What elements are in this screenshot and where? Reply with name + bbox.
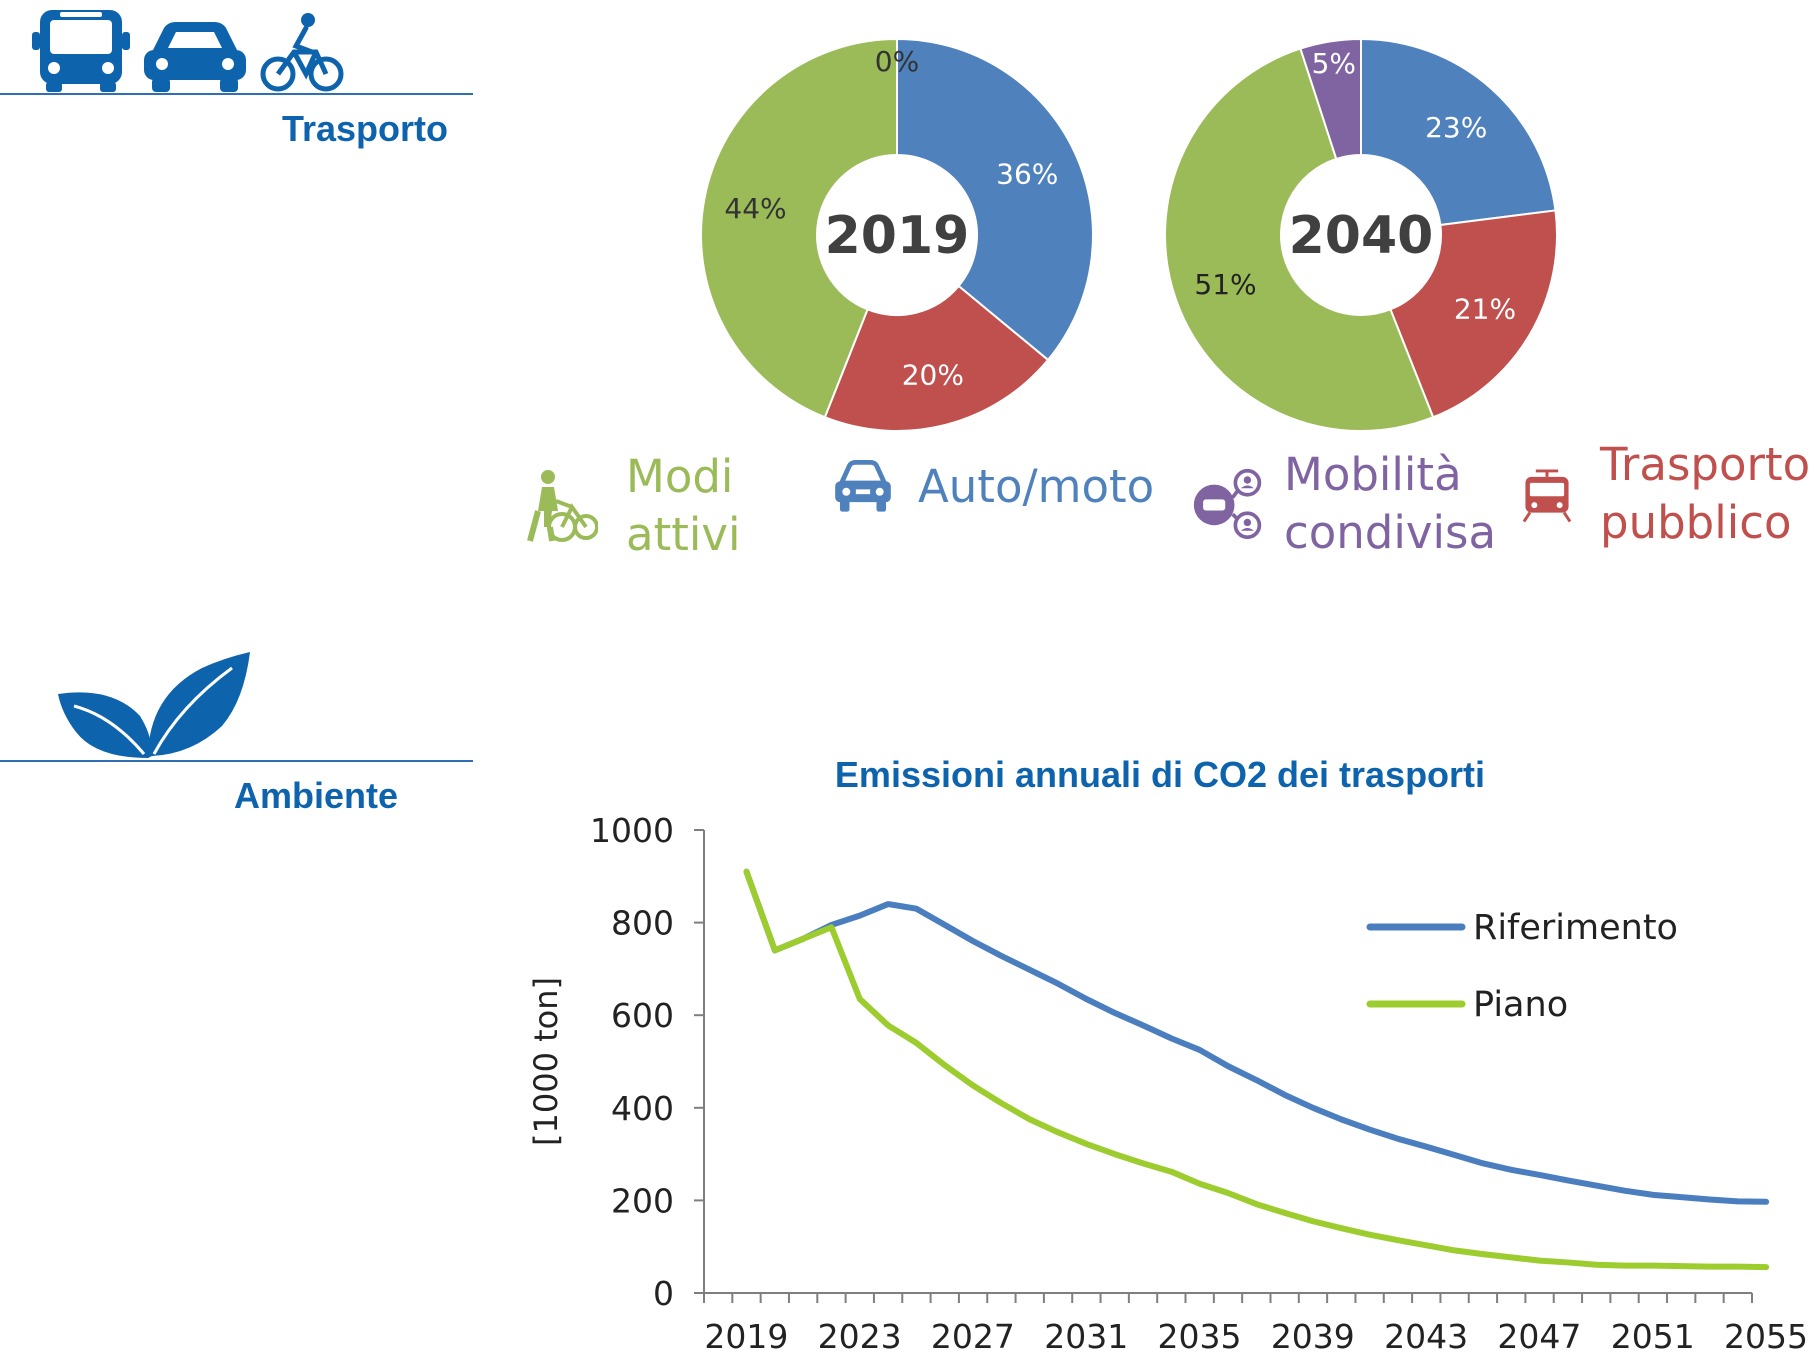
- x-tick-label: 2019: [704, 1317, 788, 1356]
- pie-slice: [896, 37, 1094, 362]
- legend-item-car: Auto/moto: [832, 456, 1154, 518]
- x-tick-label: 2035: [1158, 1317, 1242, 1356]
- bus-icon: [32, 10, 130, 92]
- x-tick-label: 2047: [1497, 1317, 1581, 1356]
- x-tick-label: 2031: [1044, 1317, 1128, 1356]
- pie-slice: [1164, 47, 1435, 432]
- x-tick-label: 2039: [1271, 1317, 1355, 1356]
- pie-slice: [1360, 37, 1557, 227]
- leaf-icon: [52, 646, 252, 758]
- pie-slice-label: 20%: [902, 358, 964, 391]
- legend-item-active-modes: Modi attivi: [520, 448, 741, 564]
- tram-icon: [1522, 469, 1572, 523]
- transport-divider: [0, 93, 473, 95]
- environment-section-title: Ambiente: [234, 775, 399, 816]
- car-icon: [835, 459, 891, 512]
- pie-slice-label: 44%: [724, 192, 786, 225]
- legend-line: Trasporto: [1600, 438, 1811, 491]
- x-tick-label: 2027: [931, 1317, 1015, 1356]
- x-tick-label: 2023: [818, 1317, 902, 1356]
- legend-line: condivisa: [1284, 506, 1497, 559]
- environment-divider: [0, 760, 473, 762]
- pie-slice: [823, 284, 1050, 432]
- legend-label: Piano: [1473, 985, 1568, 1025]
- y-tick-label: 200: [611, 1181, 674, 1220]
- pedestrian-bike-icon: [527, 470, 598, 542]
- series-line: [743, 868, 1770, 1271]
- legend-label-car: Auto/moto: [918, 458, 1154, 516]
- pie-slice: [1389, 209, 1558, 419]
- legend-line: Modi: [626, 450, 734, 503]
- pie-slice-label: 36%: [996, 158, 1058, 191]
- pie-slice-label: 5%: [1312, 47, 1356, 80]
- legend-item-public-transport: Trasporto pubblico: [1518, 436, 1810, 552]
- x-tick-label: 2055: [1724, 1317, 1808, 1356]
- shared-mobility-icon: [1193, 468, 1262, 540]
- y-tick-label: 800: [611, 904, 674, 943]
- bicycle-icon: [260, 13, 344, 92]
- pie-slice-label: 23%: [1425, 111, 1487, 144]
- legend-line: Auto/moto: [918, 460, 1155, 513]
- transport-icons: [30, 6, 350, 92]
- y-axis-label: [1000 ton]: [527, 977, 565, 1146]
- legend-line: pubblico: [1600, 496, 1792, 549]
- y-tick-label: 1000: [590, 811, 674, 850]
- legend-label-active-modes: Modi attivi: [626, 448, 741, 564]
- pie-slice: [1299, 37, 1362, 161]
- pie-slice: [700, 37, 898, 419]
- series-line: [743, 868, 1770, 1205]
- pie-center-label: 2019: [825, 206, 970, 266]
- x-tick-label: 2043: [1384, 1317, 1468, 1356]
- legend-label-shared-mobility: Mobilità condivisa: [1284, 446, 1496, 562]
- x-tick-label: 2051: [1611, 1317, 1695, 1356]
- pie-slice-label: 0%: [875, 45, 919, 78]
- pie-slice-label: 51%: [1194, 268, 1256, 301]
- y-tick-label: 600: [611, 996, 674, 1035]
- legend-label-public-transport: Trasporto pubblico: [1600, 436, 1810, 552]
- y-tick-label: 0: [653, 1274, 674, 1313]
- mode-share-donut-charts: 36% 20% 44% 0% 2019 23% 21% 51% 5% 2040: [700, 37, 1558, 432]
- pie-slice-label: 21%: [1454, 292, 1516, 325]
- transport-section-title: Trasporto: [282, 108, 449, 149]
- car-icon: [144, 22, 246, 92]
- legend-label: Riferimento: [1473, 908, 1678, 948]
- legend-line: Mobilità: [1284, 448, 1462, 501]
- legend-item-shared-mobility: Mobilità condivisa: [1192, 446, 1496, 562]
- chart-title: Emissioni annuali di CO2 dei trasporti: [835, 754, 1485, 795]
- y-tick-label: 400: [611, 1089, 674, 1128]
- legend-line: attivi: [626, 508, 741, 561]
- pie-center-label: 2040: [1289, 206, 1434, 266]
